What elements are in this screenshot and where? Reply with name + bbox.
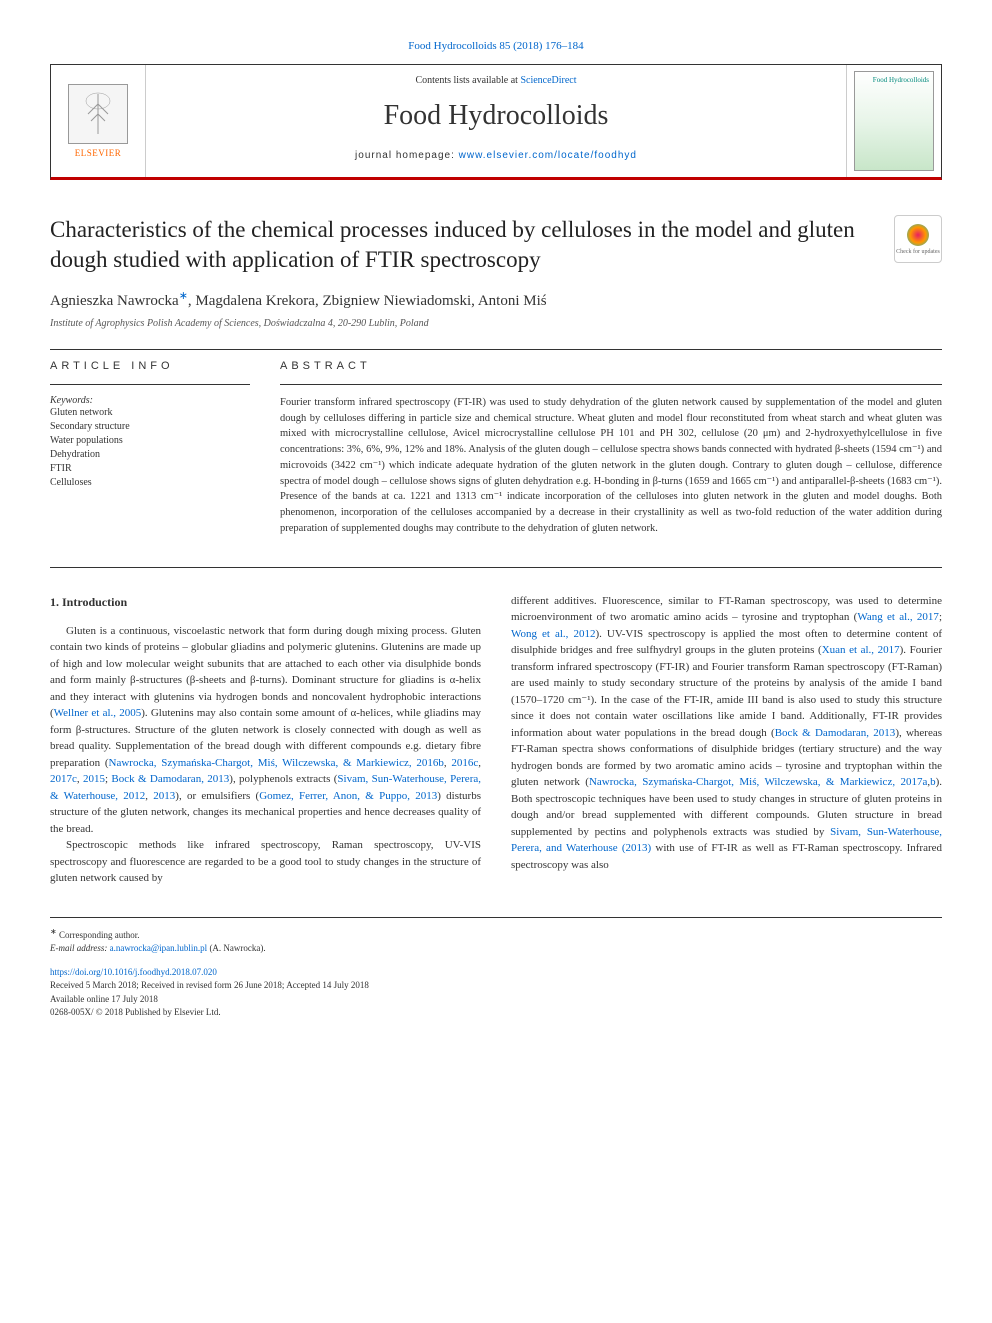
text: ). Fourier transform infrared spectrosco… [511,644,942,739]
text: ), or emulsifiers ( [175,790,259,802]
email-name: (A. Nawrocka). [207,943,265,953]
citation-link[interactable]: Gomez, Ferrer, Anon, & Puppo, 2013 [259,790,437,802]
corresponding-note: ∗ Corresponding author. [50,926,942,943]
citation-link[interactable]: 2013 [153,790,175,802]
elsevier-text: ELSEVIER [75,148,122,158]
keyword: Celluloses [50,476,250,490]
divider [50,349,942,350]
paragraph: Gluten is a continuous, viscoelastic net… [50,623,481,838]
abstract-text: Fourier transform infrared spectroscopy … [280,395,942,537]
abstract-label: ABSTRACT [280,360,942,372]
citation-link[interactable]: 2015 [83,773,105,785]
text: , [478,757,481,769]
received-line: Received 5 March 2018; Received in revis… [50,979,942,993]
divider [50,567,942,568]
text: ; [939,611,942,623]
column-left: 1. Introduction Gluten is a continuous, … [50,593,481,887]
paragraph: Spectroscopic methods like infrared spec… [50,837,481,887]
citation-link[interactable]: Xuan et al., 2017 [822,644,900,656]
journal-header: ELSEVIER Contents lists available at Sci… [50,64,942,180]
article-info: ARTICLE INFO Keywords: Gluten network Se… [50,360,250,537]
elsevier-logo[interactable]: ELSEVIER [51,65,146,177]
text: ), polyphenols extracts ( [229,773,337,785]
affiliation: Institute of Agrophysics Polish Academy … [50,318,942,329]
homepage-line: journal homepage: www.elsevier.com/locat… [156,150,836,161]
article-info-label: ARTICLE INFO [50,360,250,372]
homepage-link[interactable]: www.elsevier.com/locate/foodhyd [459,150,637,161]
elsevier-tree-icon [68,84,128,144]
citation-link[interactable]: Nawrocka, Szymańska-Chargot, Miś, Wilcze… [109,757,444,769]
corresponding-text: Corresponding author. [59,930,140,940]
article-title: Characteristics of the chemical processe… [50,215,874,275]
info-divider [50,384,250,385]
citation-link[interactable]: Bock & Damodaran, 2013 [111,773,229,785]
contents-prefix: Contents lists available at [415,75,520,86]
text: Gluten is a continuous, viscoelastic net… [50,625,481,720]
body-columns: 1. Introduction Gluten is a continuous, … [50,593,942,887]
journal-reference-link[interactable]: Food Hydrocolloids 85 (2018) 176–184 [50,40,942,52]
info-abstract-row: ARTICLE INFO Keywords: Gluten network Se… [50,360,942,537]
author-1[interactable]: Agnieszka Nawrocka [50,293,179,309]
keyword: FTIR [50,462,250,476]
citation-link[interactable]: Bock & Damodaran, 2013 [775,727,896,739]
authors: Agnieszka Nawrocka∗, Magdalena Krekora, … [50,289,942,310]
header-center: Contents lists available at ScienceDirec… [146,65,846,177]
footer: ∗ Corresponding author. E-mail address: … [50,917,942,1020]
paragraph: different additives. Fluorescence, simil… [511,593,942,874]
keyword: Water populations [50,434,250,448]
abstract-divider [280,384,942,385]
abstract: ABSTRACT Fourier transform infrared spec… [280,360,942,537]
online-line: Available online 17 July 2018 [50,993,942,1007]
section-heading: 1. Introduction [50,593,481,611]
journal-cover[interactable]: Food Hydrocolloids [846,65,941,177]
check-updates-badge[interactable]: Check for updates [894,215,942,263]
corresponding-mark[interactable]: ∗ [179,290,188,302]
crossmark-icon [907,224,929,246]
citation-link[interactable]: Wellner et al., 2005 [54,707,142,719]
sciencedirect-link[interactable]: ScienceDirect [520,75,576,86]
column-right: different additives. Fluorescence, simil… [511,593,942,887]
homepage-prefix: journal homepage: [355,150,459,161]
keywords-label: Keywords: [50,395,250,406]
title-row: Characteristics of the chemical processe… [50,215,942,275]
citation-link[interactable]: Wang et al., 2017 [857,611,939,623]
cover-image: Food Hydrocolloids [854,71,934,171]
authors-rest: , Magdalena Krekora, Zbigniew Niewiadoms… [188,293,547,309]
citation-link[interactable]: 2016c [451,757,478,769]
email-link[interactable]: a.nawrocka@ipan.lublin.pl [110,943,208,953]
contents-line: Contents lists available at ScienceDirec… [156,75,836,86]
keyword: Dehydration [50,448,250,462]
check-updates-label: Check for updates [896,249,940,255]
footnote-mark: ∗ [50,927,57,936]
doi-link[interactable]: https://doi.org/10.1016/j.foodhyd.2018.0… [50,967,217,977]
citation-link[interactable]: Nawrocka, Szymańska-Chargot, Miś, Wilcze… [589,776,927,788]
email-line: E-mail address: a.nawrocka@ipan.lublin.p… [50,942,942,956]
citation-link[interactable]: 2017c [50,773,77,785]
journal-name: Food Hydrocolloids [156,100,836,132]
keyword: Gluten network [50,406,250,420]
copyright-line: 0268-005X/ © 2018 Published by Elsevier … [50,1006,942,1020]
citation-link[interactable]: Wong et al., 2012 [511,628,595,640]
email-label: E-mail address: [50,943,110,953]
keyword: Secondary structure [50,420,250,434]
